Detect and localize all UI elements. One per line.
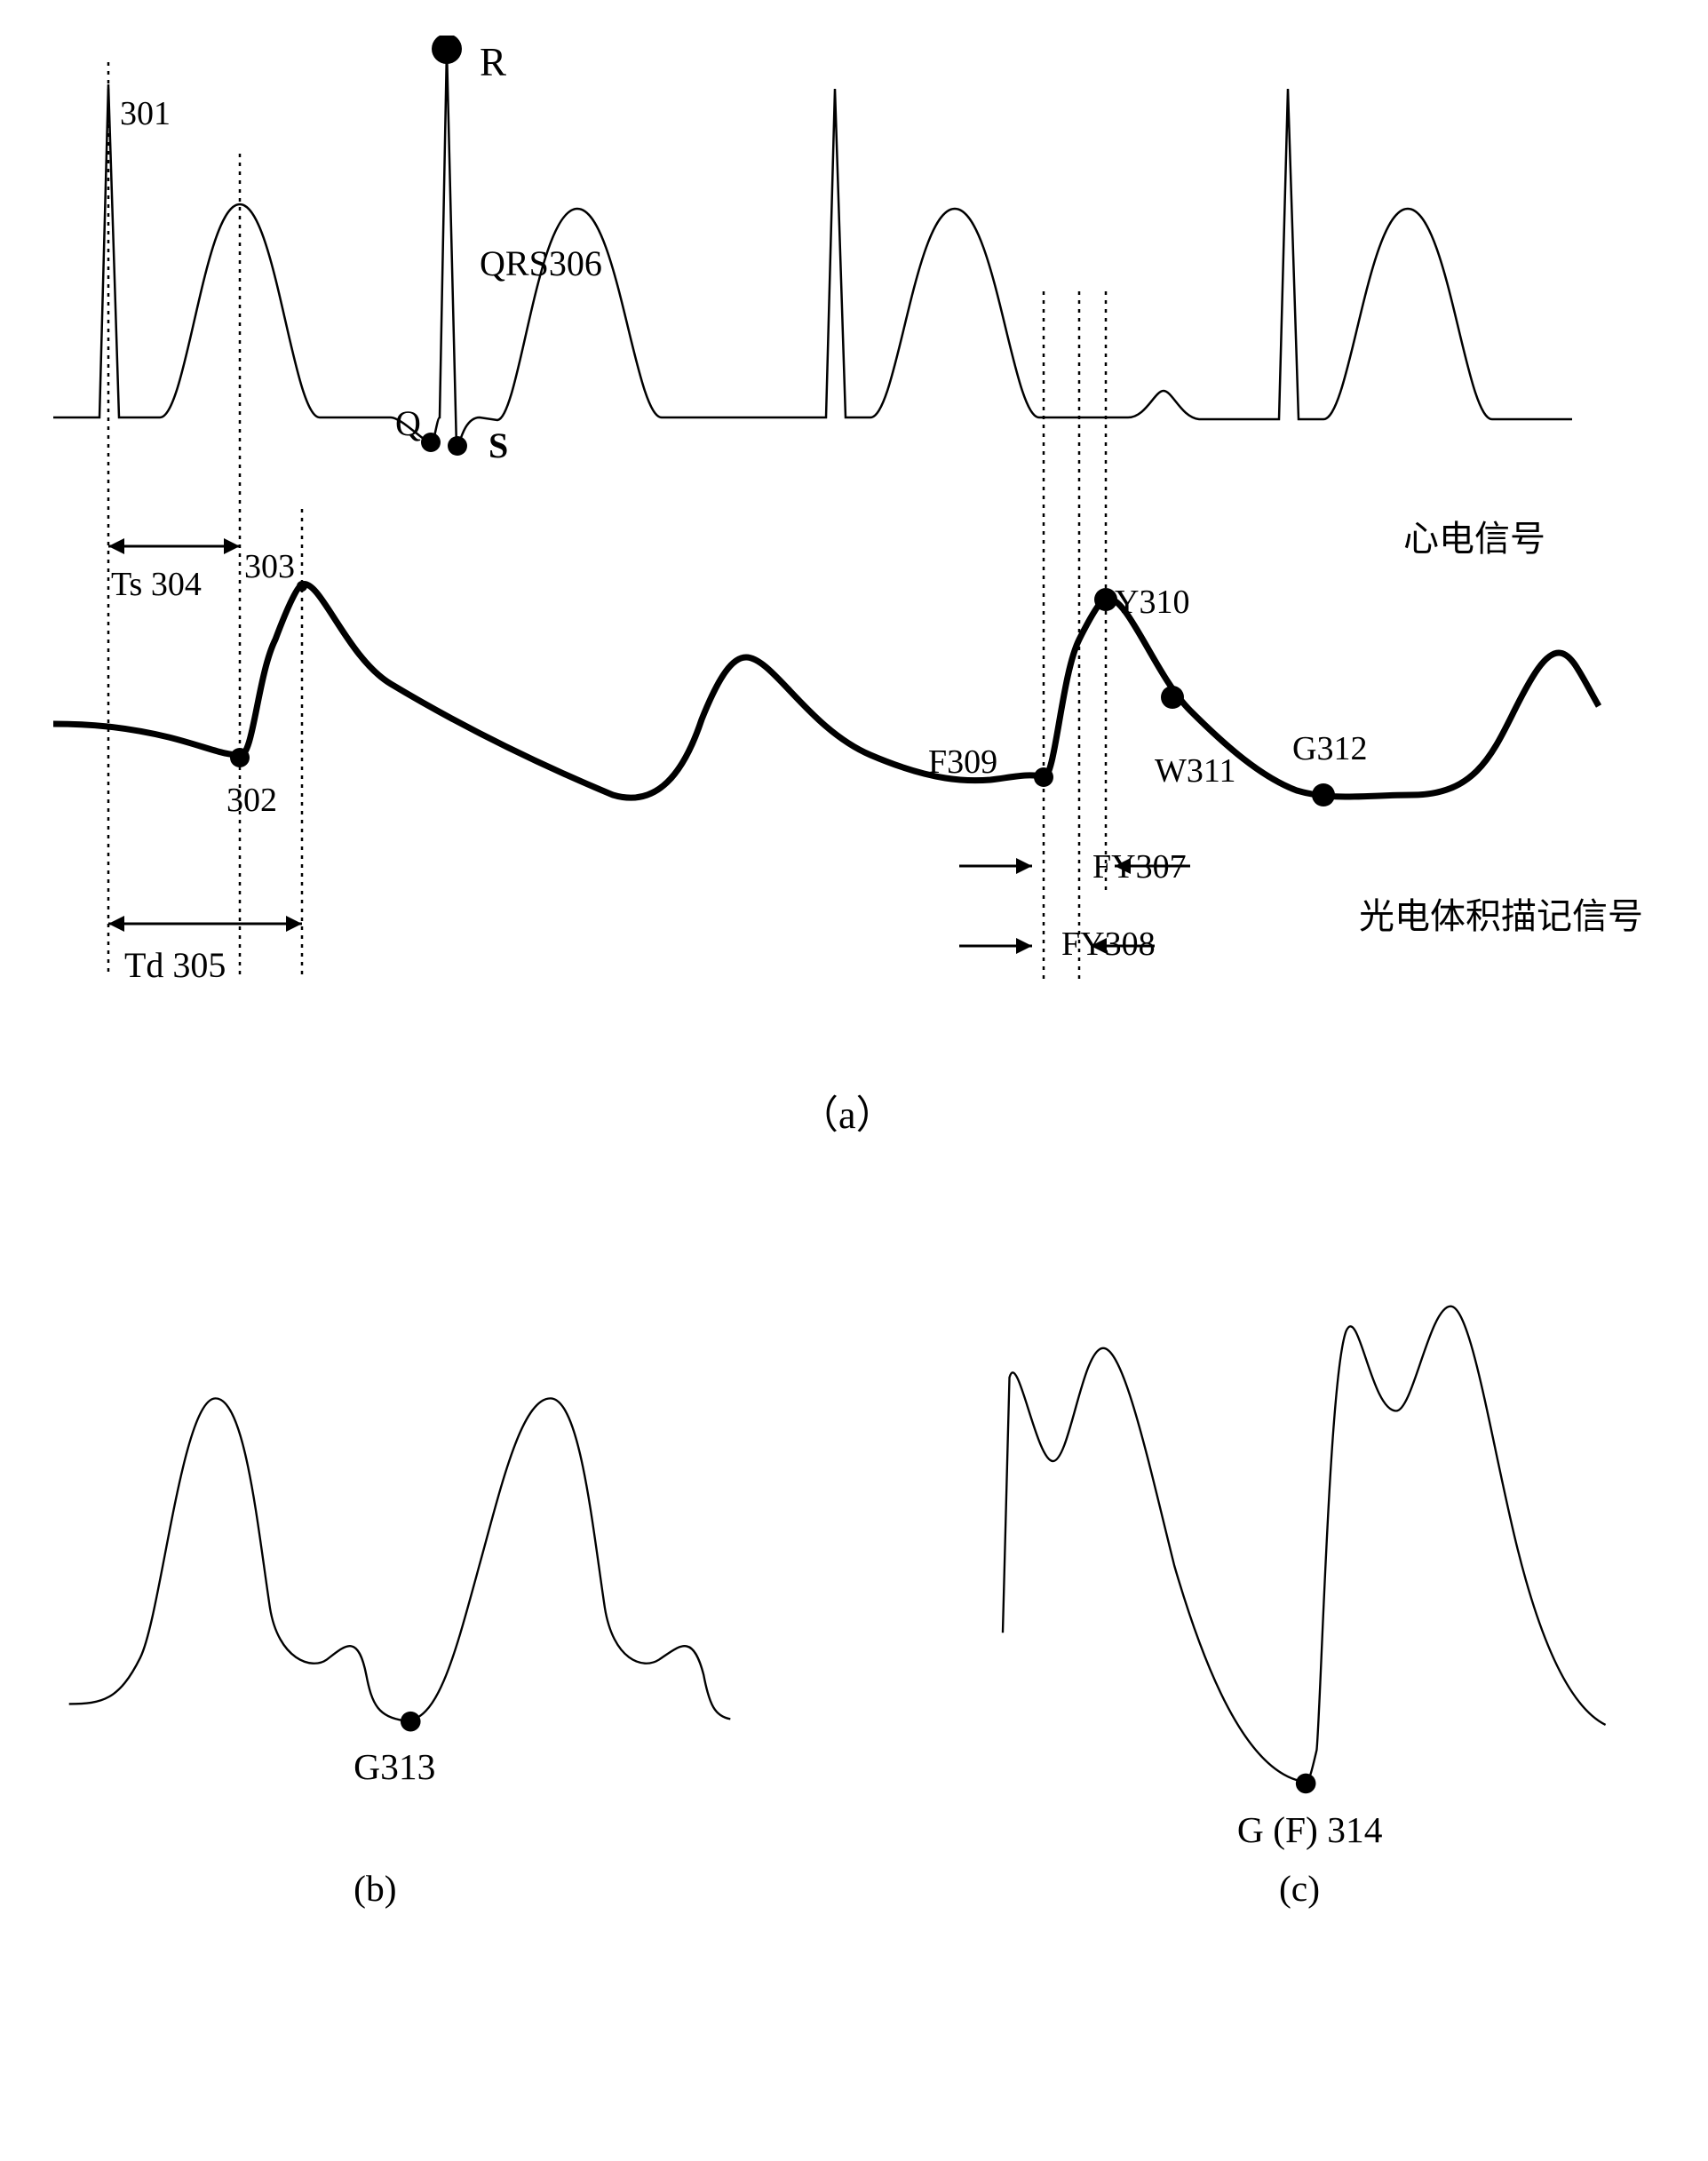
- panel-c-label: (c): [1279, 1868, 1320, 1910]
- panel-b: G313 (b): [36, 1279, 764, 1936]
- dot-F309: [1034, 767, 1053, 787]
- label-gf314: G (F) 314: [1237, 1809, 1383, 1851]
- label-g313: G313: [354, 1746, 435, 1787]
- label-qrs306: QRS306: [480, 243, 602, 283]
- label-y310: Y310: [1115, 584, 1189, 621]
- label-r: R: [480, 40, 506, 84]
- panel-c-dot-gf314: [1296, 1774, 1316, 1794]
- dot-p303: [297, 581, 307, 592]
- label-ts304: Ts 304: [111, 566, 202, 603]
- panel-a-label: （a）: [799, 1093, 895, 1137]
- figure-container: R 301 Q S QRS306 心电信号 303 302 Ts 304 Td …: [36, 36, 1672, 1936]
- label-s: S: [489, 425, 508, 465]
- panel-b-trace: [69, 1398, 731, 1720]
- panel-a: R 301 Q S QRS306 心电信号 303 302 Ts 304 Td …: [36, 36, 1672, 1226]
- label-ppg-signal: 光电体积描记信号: [1359, 896, 1643, 936]
- label-fy307: FY307: [1092, 848, 1187, 886]
- panel-c-svg: G (F) 314 (c): [944, 1279, 1672, 1936]
- dot-S: [448, 436, 467, 456]
- dot-p302: [230, 748, 250, 767]
- label-f309: F309: [928, 743, 997, 781]
- label-ecg-signal: 心电信号: [1403, 519, 1545, 559]
- label-301: 301: [120, 95, 171, 132]
- td-arrow: [108, 916, 302, 932]
- dot-Q: [421, 433, 441, 452]
- panel-bc-row: G313 (b) G (F) 314 (c): [36, 1279, 1672, 1936]
- dot-G312: [1312, 783, 1335, 806]
- dot-R: [432, 36, 462, 64]
- ecg-signal-trace: [53, 49, 1572, 449]
- panel-c-trace: [1003, 1307, 1606, 1782]
- label-g312: G312: [1292, 730, 1367, 767]
- panel-c: G (F) 314 (c): [944, 1279, 1672, 1936]
- label-td305: Td 305: [124, 945, 226, 985]
- panel-b-dot-g313: [401, 1712, 421, 1732]
- label-302: 302: [226, 782, 277, 819]
- panel-b-label: (b): [354, 1868, 396, 1910]
- label-q: Q: [395, 403, 421, 443]
- panel-a-svg: R 301 Q S QRS306 心电信号 303 302 Ts 304 Td …: [36, 36, 1672, 1226]
- label-w311: W311: [1155, 752, 1235, 790]
- panel-b-svg: G313 (b): [36, 1279, 764, 1936]
- ts-arrow: [108, 538, 240, 554]
- dot-W311: [1161, 686, 1184, 709]
- label-303: 303: [244, 548, 295, 585]
- label-fy308: FY308: [1061, 926, 1156, 963]
